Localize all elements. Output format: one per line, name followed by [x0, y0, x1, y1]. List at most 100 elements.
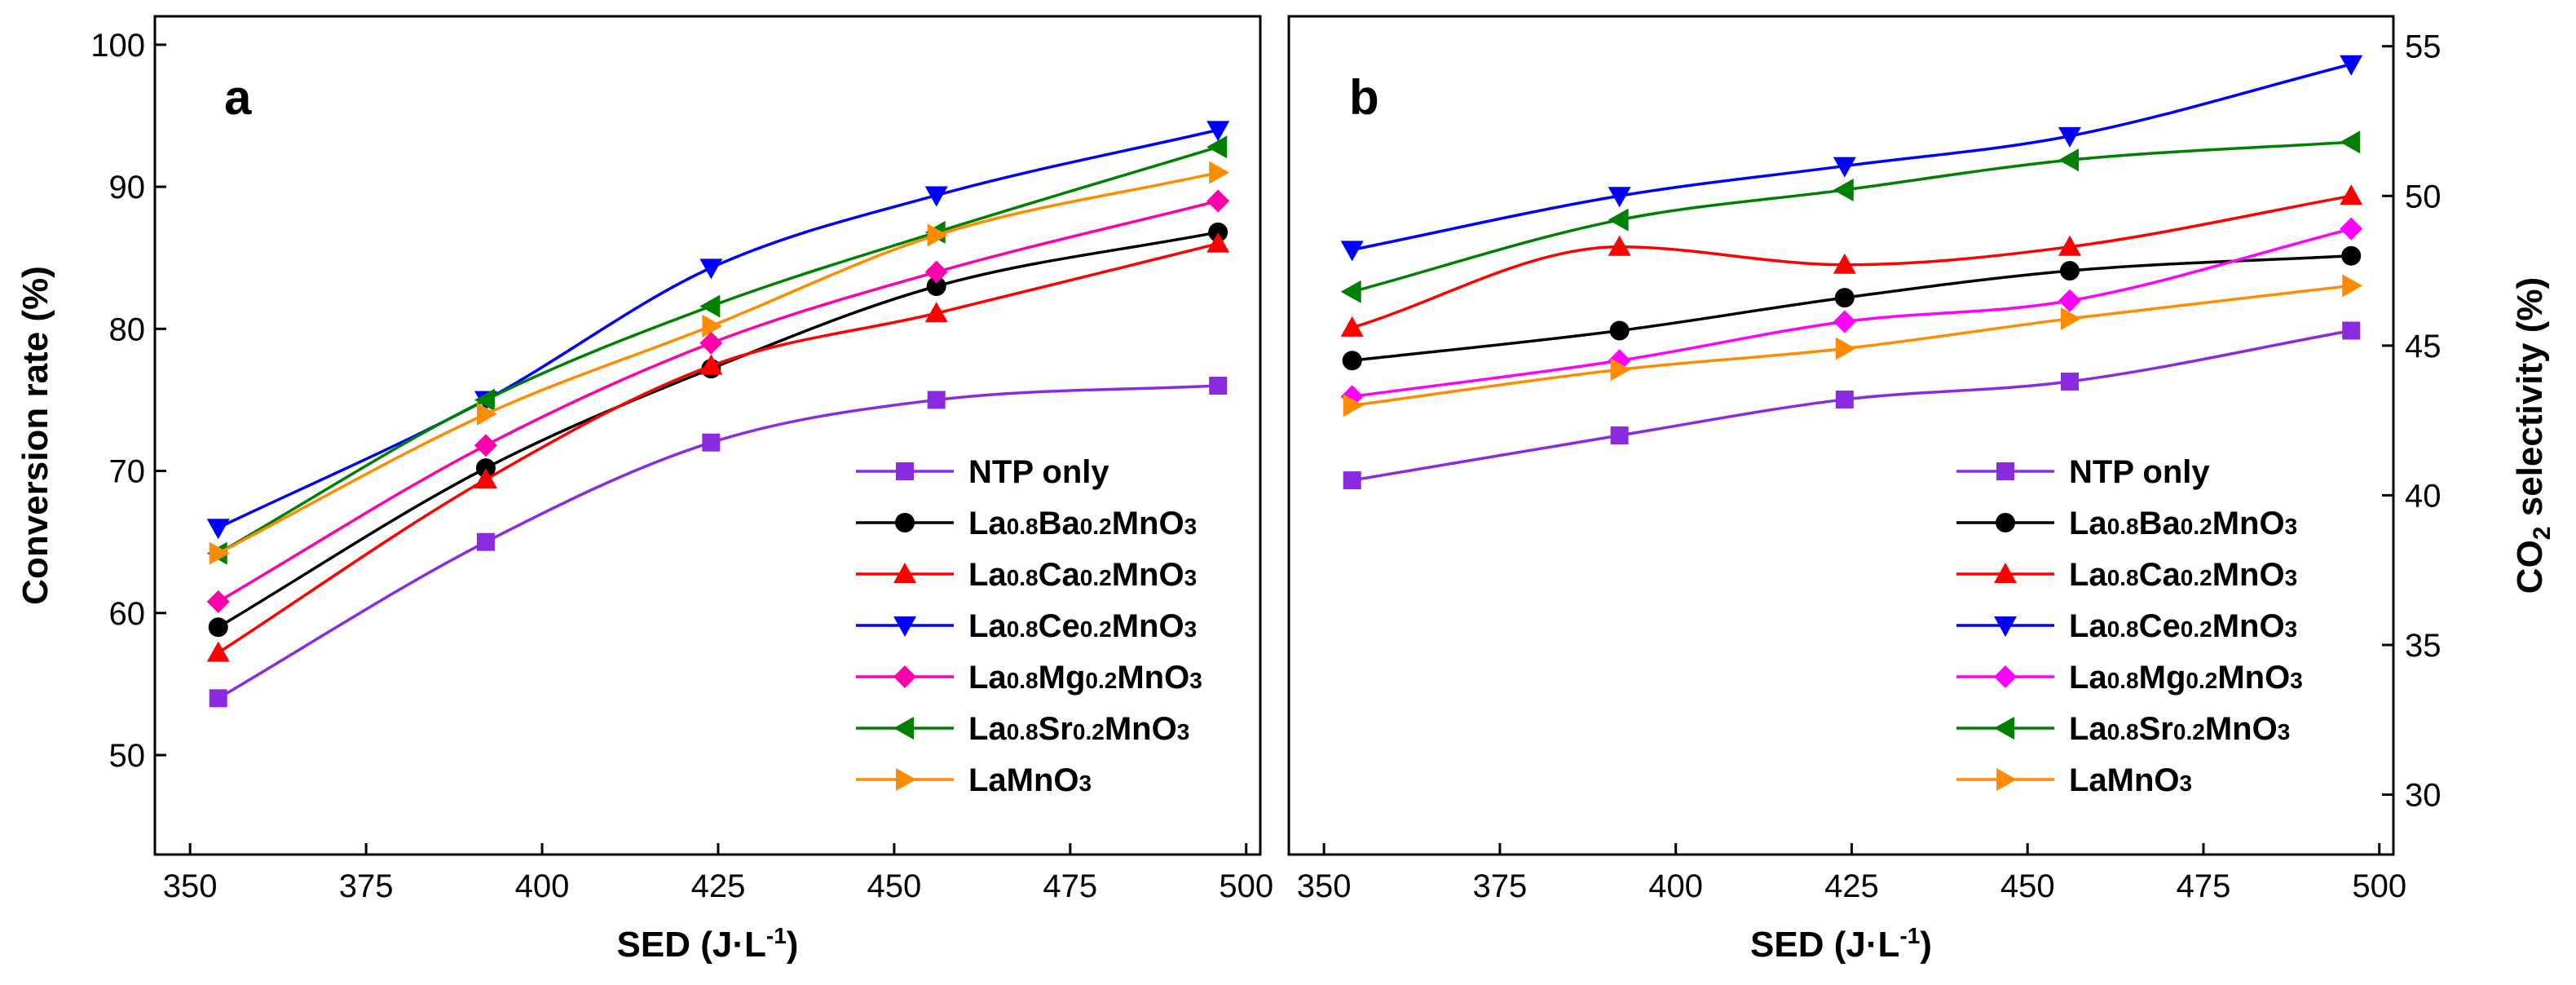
y-tick-label: 45 [2405, 329, 2441, 364]
data-point [702, 314, 723, 338]
plot-frame-b [1287, 15, 2395, 856]
data-point [1834, 288, 1855, 308]
data-point [1833, 310, 1856, 333]
data-point [1206, 135, 1228, 159]
data-point [2060, 307, 2081, 330]
legend-marker [1996, 513, 2015, 532]
data-point [1833, 253, 1856, 274]
panel-label: a [224, 70, 252, 125]
legend-label: La0.8Ba0.2MnO3 [968, 506, 1197, 541]
y-tick-label: 55 [2405, 29, 2441, 65]
data-point [1608, 208, 1629, 232]
data-point [206, 590, 230, 613]
legend-label: NTP only [2069, 454, 2210, 490]
data-point [206, 641, 230, 662]
series-line [217, 145, 1219, 555]
data-point [2342, 274, 2363, 298]
y-tick-label: 70 [109, 454, 146, 490]
data-point [474, 468, 497, 489]
data-point [209, 689, 227, 708]
legend-label: La0.8Ca0.2MnO3 [2069, 557, 2297, 593]
legend-label: LaMnO3 [2069, 762, 2192, 798]
data-point [2058, 126, 2081, 148]
data-point [1206, 189, 1230, 213]
data-point [2058, 148, 2079, 172]
legend-marker [1994, 665, 2017, 688]
legend: NTP only La0.8Ba0.2MnO3 La0.8Ca0.2MnO3 La0.… [856, 454, 1202, 798]
plot-frame-a [153, 15, 1262, 856]
data-point [1340, 241, 1364, 262]
legend-marker [895, 513, 915, 532]
x-axis-title: SED (J·L-1) [617, 923, 799, 965]
y-tick-label: 30 [2405, 778, 2441, 814]
x-tick-label: 425 [1824, 868, 1879, 904]
data-point [1209, 377, 1228, 395]
data-point [927, 223, 948, 247]
data-point [924, 186, 948, 207]
data-point [2059, 261, 2080, 281]
data-point [1609, 320, 1630, 341]
data-point [1206, 232, 1230, 253]
legend-label: LaMnO3 [968, 762, 1092, 798]
data-point [1343, 471, 1361, 490]
data-point [1610, 426, 1629, 444]
legend-label: La0.8Ca0.2MnO3 [968, 557, 1197, 593]
data-point [924, 302, 948, 323]
data-point [2340, 55, 2363, 76]
data-point [2058, 289, 2081, 312]
panel-a: 350 375 400 425 450 475 500 50 60 70 80 90 100 SED (J… [15, 15, 1273, 965]
legend-label: La0.8Mg0.2MnO3 [968, 660, 1202, 696]
legend-marker [1994, 616, 2017, 637]
legend-marker [1996, 462, 2014, 480]
data-point [1833, 157, 1856, 178]
legend-label: La0.8Ba0.2MnO3 [2069, 506, 2297, 541]
y-tick-label: 60 [109, 596, 146, 632]
data-point [476, 402, 497, 426]
x-tick-label: 375 [1473, 868, 1528, 904]
data-point [699, 258, 723, 280]
data-point [476, 532, 495, 551]
data-point [2340, 217, 2363, 241]
legend-marker [896, 462, 914, 480]
x-tick-label: 400 [515, 868, 570, 904]
data-point [1833, 178, 1854, 201]
series-line [1352, 63, 2352, 252]
data-point [1608, 235, 1631, 256]
series-line [217, 384, 1219, 700]
legend-marker [1994, 717, 2014, 740]
x-tick-label: 500 [2352, 868, 2406, 904]
y-tick-label: 50 [2405, 179, 2441, 214]
data-point [1342, 351, 1362, 371]
y-tick-label: 40 [2405, 478, 2441, 514]
legend-marker [1994, 563, 2017, 583]
data-point [474, 434, 497, 457]
data-point [208, 617, 228, 638]
legend-label: La0.8Sr0.2MnO3 [968, 711, 1189, 747]
panel-b: 350 375 400 425 450 475 500 30 35 40 45 50 55 SED (J·… [1287, 15, 2556, 965]
x-tick-label: 500 [1219, 868, 1273, 904]
data-point [926, 276, 946, 297]
y-tick-label: 35 [2405, 628, 2441, 664]
y-tick-label: 100 [90, 28, 145, 64]
x-tick-label: 475 [1043, 868, 1097, 904]
legend-label: La0.8Ce0.2MnO3 [968, 608, 1197, 644]
legend-label: La0.8Sr0.2MnO3 [2069, 711, 2290, 747]
data-point [699, 354, 723, 375]
data-point [2340, 130, 2361, 154]
x-tick-label: 350 [163, 868, 218, 904]
legend-marker [1996, 768, 2017, 791]
data-point [1610, 358, 1631, 382]
data-point [1835, 337, 1856, 360]
panel-label: b [1349, 70, 1379, 125]
data-point [699, 331, 723, 355]
data-point [1340, 280, 1361, 303]
x-tick-label: 425 [691, 868, 746, 904]
legend-marker [893, 665, 916, 688]
data-point [924, 260, 948, 284]
y-axis-title: CO2 selectivity (%) [2510, 277, 2556, 594]
data-point [474, 388, 495, 412]
x-axis-title: SED (J·L-1) [1750, 923, 1932, 965]
data-point [927, 391, 946, 409]
legend-label: La0.8Mg0.2MnO3 [2069, 660, 2303, 696]
data-point [1340, 316, 1364, 337]
